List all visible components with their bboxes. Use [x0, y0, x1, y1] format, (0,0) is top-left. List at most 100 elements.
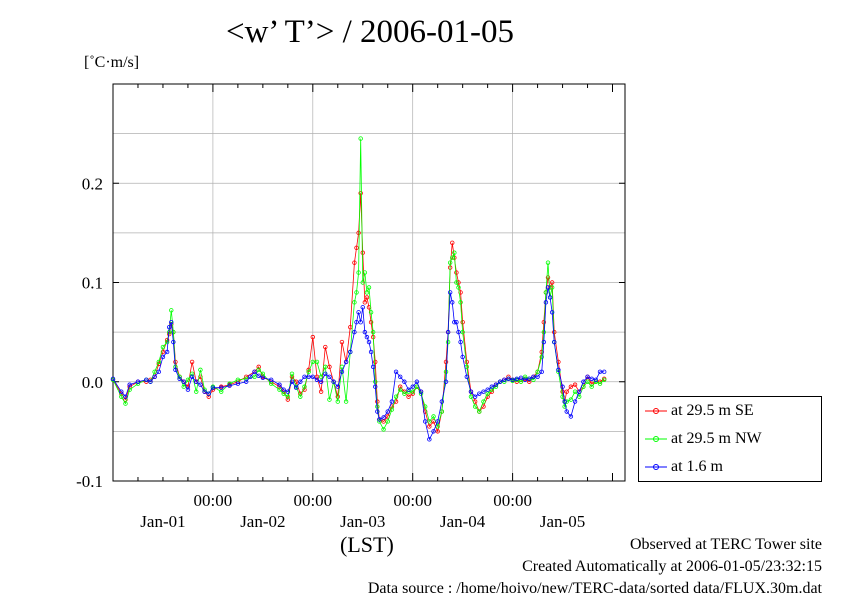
x-tick-label: 00:00 [194, 491, 233, 510]
data-point [364, 334, 370, 340]
data-point [198, 367, 203, 373]
data-point [310, 374, 316, 379]
data-point [370, 364, 376, 370]
data-point [260, 375, 266, 380]
data-point [481, 389, 486, 394]
data-point [452, 320, 457, 325]
data-point [589, 381, 594, 386]
data-point [293, 385, 299, 390]
data-point [443, 379, 449, 384]
data-point [535, 374, 540, 379]
data-point [450, 240, 455, 245]
data-point [339, 369, 345, 375]
data-point [169, 320, 174, 325]
y-tick-label: -0.1 [76, 472, 103, 491]
data-point [352, 329, 357, 335]
data-point [589, 376, 594, 381]
axis-ticks [113, 84, 625, 482]
data-point [431, 429, 436, 434]
data-point [427, 424, 432, 429]
data-point [289, 371, 295, 377]
data-point [458, 300, 463, 305]
legend-label-se: at 29.5 m SE [671, 402, 754, 419]
data-point [302, 384, 307, 389]
data-point [531, 374, 536, 379]
footer-source: Data source : /home/hoivo/new/TERC-data/… [367, 580, 822, 597]
data-point [443, 359, 449, 365]
data-point [277, 382, 282, 387]
data-point [556, 359, 561, 365]
data-point [110, 376, 116, 381]
data-point [160, 354, 166, 360]
data-point [368, 310, 374, 315]
legend-swatch-1-6m [645, 464, 667, 470]
data-point [547, 295, 553, 300]
data-point [377, 417, 382, 422]
data-point [358, 320, 363, 325]
data-point [135, 379, 141, 384]
data-point [185, 377, 191, 382]
data-point [123, 394, 128, 399]
data-point [166, 324, 172, 330]
data-point [127, 382, 132, 387]
data-point [460, 354, 465, 360]
data-point [364, 290, 370, 295]
data-point [360, 250, 365, 255]
data-point [406, 387, 411, 392]
data-point [389, 407, 395, 412]
axis-labels: 0.2 0.1 0.0 -0.1 00:00 00:00 00:00 00:00 Jan-01 J… [76, 174, 585, 531]
data-point [601, 369, 607, 375]
data-point [194, 389, 199, 394]
data-point [445, 329, 451, 335]
data-point [244, 376, 249, 381]
legend-swatch-nw [645, 436, 667, 442]
data-point [148, 379, 153, 384]
data-point [585, 374, 590, 379]
data-point [539, 369, 544, 375]
data-point [572, 382, 578, 387]
data-point [343, 399, 349, 404]
day-label: Jan-04 [440, 512, 486, 531]
data-point [252, 369, 257, 375]
data-point [306, 369, 311, 375]
data-point [522, 374, 528, 379]
day-label: Jan-01 [140, 512, 185, 531]
data-point [477, 391, 482, 396]
data-point [177, 376, 182, 381]
day-label: Jan-03 [340, 512, 385, 531]
data-point [393, 394, 399, 399]
data-point [410, 389, 415, 394]
data-point [318, 389, 324, 394]
y-tick-label: 0.1 [82, 274, 103, 293]
data-point [393, 369, 399, 375]
data-point [356, 310, 361, 315]
data-point [489, 387, 494, 392]
data-point [327, 397, 332, 402]
data-point [289, 379, 295, 384]
data-point [119, 389, 124, 394]
data-point [535, 369, 540, 375]
data-point [541, 339, 547, 345]
data-point [597, 381, 603, 386]
data-point [549, 280, 555, 285]
data-point [502, 377, 507, 382]
data-point [362, 270, 368, 275]
data-point [439, 399, 445, 404]
legend-label-nw: at 29.5 m NW [671, 430, 762, 447]
footer-created: Created Automatically at 2006-01-05/23:3… [522, 558, 822, 575]
x-tick-label: 00:00 [393, 491, 432, 510]
data-point [539, 354, 544, 360]
data-point [156, 369, 161, 375]
data-point [189, 371, 195, 377]
data-point [206, 391, 211, 396]
data-point [556, 367, 561, 373]
data-point [389, 399, 395, 404]
data-point [398, 387, 403, 392]
data-point [281, 387, 286, 392]
data-point [541, 320, 547, 325]
data-point [194, 379, 199, 384]
data-point [335, 399, 340, 404]
data-point [373, 359, 378, 365]
data-point [418, 389, 424, 394]
data-point [481, 399, 486, 404]
